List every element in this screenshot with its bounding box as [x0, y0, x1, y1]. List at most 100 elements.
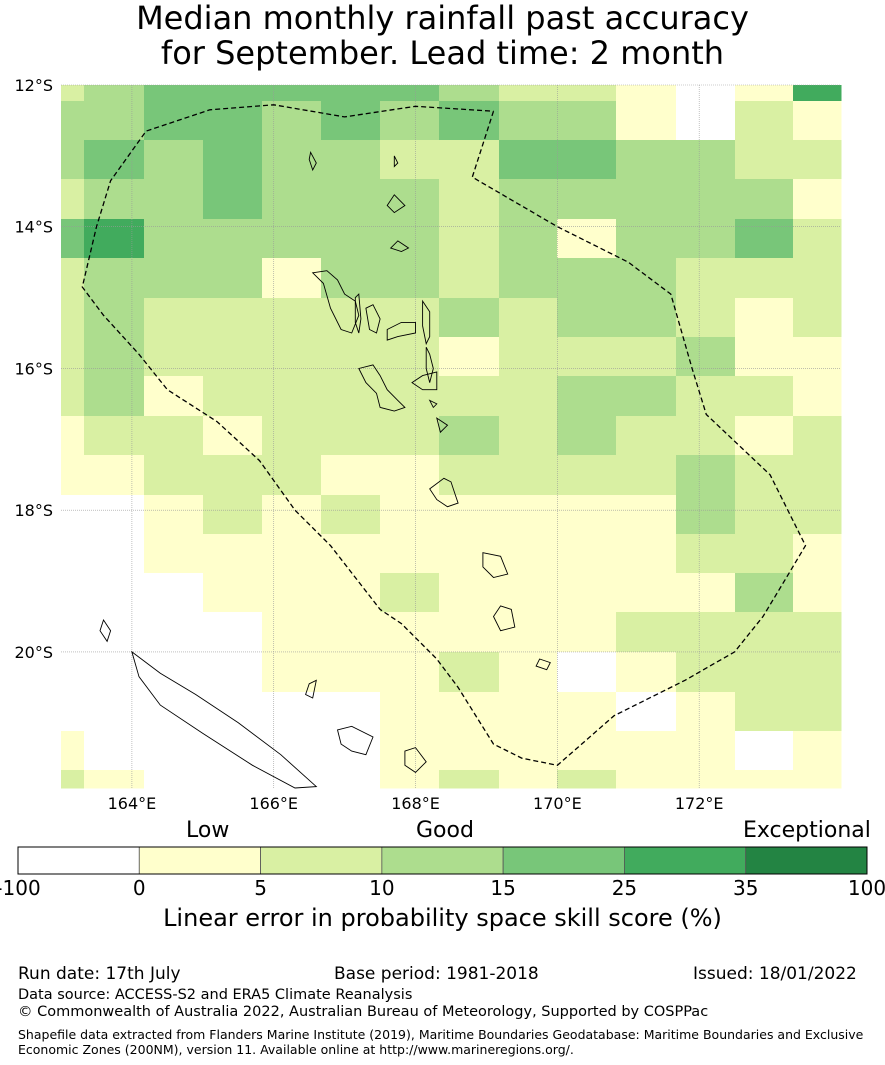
island-outline — [482, 552, 509, 578]
grid-cell — [499, 534, 558, 574]
grid-cell — [61, 85, 85, 102]
grid-cell — [380, 652, 440, 693]
grid-cell — [616, 455, 677, 496]
grid-cell — [84, 612, 145, 653]
grid-cell — [499, 573, 558, 613]
grid-cell — [676, 85, 736, 102]
island-outline — [358, 364, 406, 412]
grid-cell — [793, 101, 842, 141]
grid-cell — [735, 612, 794, 653]
grid-cell — [499, 495, 558, 535]
island-outline — [393, 155, 399, 168]
grid-cell — [439, 337, 500, 377]
grid-cell — [203, 298, 263, 338]
grid-cell — [84, 85, 145, 102]
grid-cell — [676, 179, 736, 220]
island-outline — [404, 747, 427, 773]
grid-cell — [61, 101, 85, 141]
grid-cell — [676, 219, 736, 259]
grid-cell — [321, 692, 381, 732]
copyright: © Commonwealth of Australia 2022, Austra… — [18, 1004, 709, 1020]
grid-cell — [557, 573, 617, 613]
grid-cell — [84, 573, 145, 613]
grid-cell — [439, 298, 500, 338]
grid-cell — [616, 573, 677, 613]
grid-cell — [61, 534, 85, 574]
grid-cell — [380, 534, 440, 574]
grid-cell — [203, 140, 263, 180]
grid-cell — [84, 219, 145, 259]
grid-cell — [557, 337, 617, 377]
grid-cell — [61, 692, 85, 732]
grid-cell — [84, 534, 145, 574]
grid-cell — [676, 298, 736, 338]
colorbar-bin — [381, 846, 504, 875]
colorbar — [17, 846, 868, 875]
island-outline — [99, 618, 112, 643]
grid-cell — [262, 101, 322, 141]
island-outline — [386, 321, 416, 341]
grid-cell — [793, 85, 842, 102]
grid-cell — [439, 534, 500, 574]
grid-cell — [61, 495, 85, 535]
grid-cell — [439, 101, 500, 141]
grid-cell — [203, 731, 263, 771]
latitude-tick-label: 16°S — [14, 359, 53, 378]
grid-cell — [61, 298, 85, 338]
grid-cell — [499, 731, 558, 771]
run-date: Run date: 17th July — [18, 964, 181, 984]
grid-cell — [84, 337, 145, 377]
grid-cell — [557, 298, 617, 338]
island-outline — [535, 658, 551, 671]
grid-cell — [262, 85, 322, 102]
grid-cell — [735, 731, 794, 771]
grid-cell — [499, 337, 558, 377]
island-outline — [428, 399, 438, 409]
grid-cell — [616, 652, 677, 693]
grid-cell — [439, 85, 500, 102]
island-outline — [365, 304, 381, 334]
grid-cell — [380, 85, 440, 102]
grid-cell — [380, 573, 440, 613]
grid-cell — [557, 85, 617, 102]
longitude-tick-label: 172°E — [675, 794, 724, 813]
island-outline — [436, 417, 449, 434]
island-outline — [492, 605, 516, 632]
category-exceptional: Exceptional — [743, 818, 871, 843]
grid-cell — [616, 495, 677, 535]
grid-cell — [793, 652, 842, 693]
grid-cell — [380, 140, 440, 180]
grid-cell — [144, 219, 204, 259]
grid-cell — [793, 179, 842, 220]
grid-cell — [499, 455, 558, 496]
colorbar-tick-label: 35 — [732, 876, 759, 900]
colorbar-tick-label: 15 — [490, 876, 516, 900]
grid-cell — [84, 495, 145, 535]
grid-cell — [144, 612, 204, 653]
grid-cell — [380, 219, 440, 259]
grid-cell — [735, 652, 794, 693]
grid-cell — [439, 140, 500, 180]
grid-cell — [676, 416, 736, 456]
grid-cell — [203, 652, 263, 693]
grid-cell — [793, 455, 842, 496]
longitude-tick-label: 170°E — [533, 794, 582, 813]
colorbar-tick-label: 10 — [369, 876, 395, 900]
colorbar-label: Linear error in probability space skill … — [163, 904, 722, 932]
category-good: Good — [416, 818, 474, 843]
grid-cell — [439, 455, 500, 496]
shapefile-credit-line-2: Economic Zones (200NM), version 11. Avai… — [18, 1042, 574, 1057]
grid-cell — [380, 495, 440, 535]
grid-cell — [616, 179, 677, 220]
grid-cell — [321, 573, 381, 613]
grid-cell — [203, 770, 263, 789]
grid-cell — [439, 376, 500, 417]
grid-cell — [616, 337, 677, 377]
grid-cell — [321, 455, 381, 496]
grid-cell — [793, 376, 842, 417]
grid-cell — [203, 534, 263, 574]
island-outline — [429, 477, 459, 508]
grid-cell — [84, 258, 145, 299]
grid-cell — [203, 612, 263, 653]
